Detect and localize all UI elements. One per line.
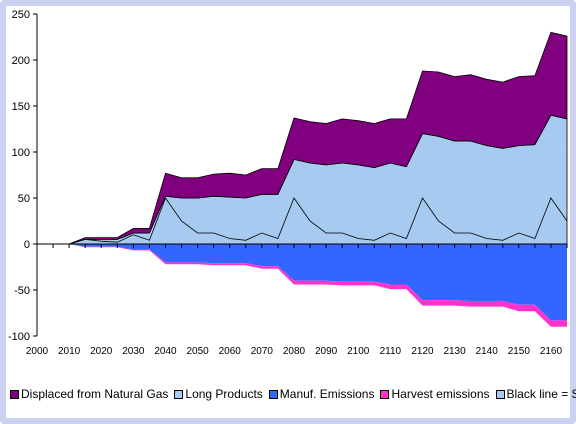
legend-swatch xyxy=(10,389,19,399)
legend-item: Displaced from Natural Gas xyxy=(10,387,168,401)
x-tick-label: 2090 xyxy=(315,346,338,357)
x-tick-label: 2050 xyxy=(186,346,209,357)
y-tick-label: 100 xyxy=(12,147,30,159)
series-line-stp xyxy=(37,197,568,245)
legend-label: Black line = STP xyxy=(506,387,576,401)
x-tick-label: 2020 xyxy=(90,346,113,357)
legend-label: Manuf. Emissions xyxy=(279,387,375,401)
legend-label: Displaced from Natural Gas xyxy=(21,387,169,401)
legend-swatch xyxy=(268,389,278,399)
x-tick-label: 2010 xyxy=(58,346,81,357)
legend-label: Harvest emissions xyxy=(391,387,490,401)
legend-item: Long Products xyxy=(174,387,263,401)
x-tick-label: 2160 xyxy=(540,346,563,357)
x-tick-label: 2120 xyxy=(411,346,434,357)
x-tick-label: 2000 xyxy=(26,346,49,357)
y-tick-label: 250 xyxy=(12,9,30,21)
x-tick-label: 2030 xyxy=(122,346,145,357)
x-tick-label: 2100 xyxy=(347,346,370,357)
y-tick-label: 150 xyxy=(12,101,30,113)
x-tick-label: 2040 xyxy=(154,346,177,357)
x-tick-label: 2070 xyxy=(251,346,274,357)
series-area-displaced-natural-gas xyxy=(37,31,568,245)
legend-swatch xyxy=(174,389,184,399)
y-tick-label: -50 xyxy=(14,285,30,297)
y-tick-label: 0 xyxy=(24,239,30,251)
legend-item: Manuf. Emissions xyxy=(268,387,375,401)
y-tick-label: 50 xyxy=(18,193,30,205)
x-tick-label: 2150 xyxy=(508,346,531,357)
y-tick-label: -100 xyxy=(8,331,30,343)
x-tick-label: 2110 xyxy=(380,346,402,357)
series-area-manuf-emissions xyxy=(37,244,567,321)
y-tick-label: 200 xyxy=(12,55,30,67)
legend-swatch xyxy=(495,389,505,399)
x-tick-label: 2080 xyxy=(283,346,306,357)
legend-swatch xyxy=(380,389,390,399)
legend-item: Harvest emissions xyxy=(380,387,490,401)
legend-label: Long Products xyxy=(185,387,263,401)
x-tick-label: 2130 xyxy=(443,346,466,357)
legend-item: Black line = STP xyxy=(495,387,576,401)
chart-legend: Displaced from Natural Gas Long Products M… xyxy=(10,384,576,404)
x-tick-label: 2140 xyxy=(476,346,499,357)
x-tick-label: 2060 xyxy=(219,346,242,357)
